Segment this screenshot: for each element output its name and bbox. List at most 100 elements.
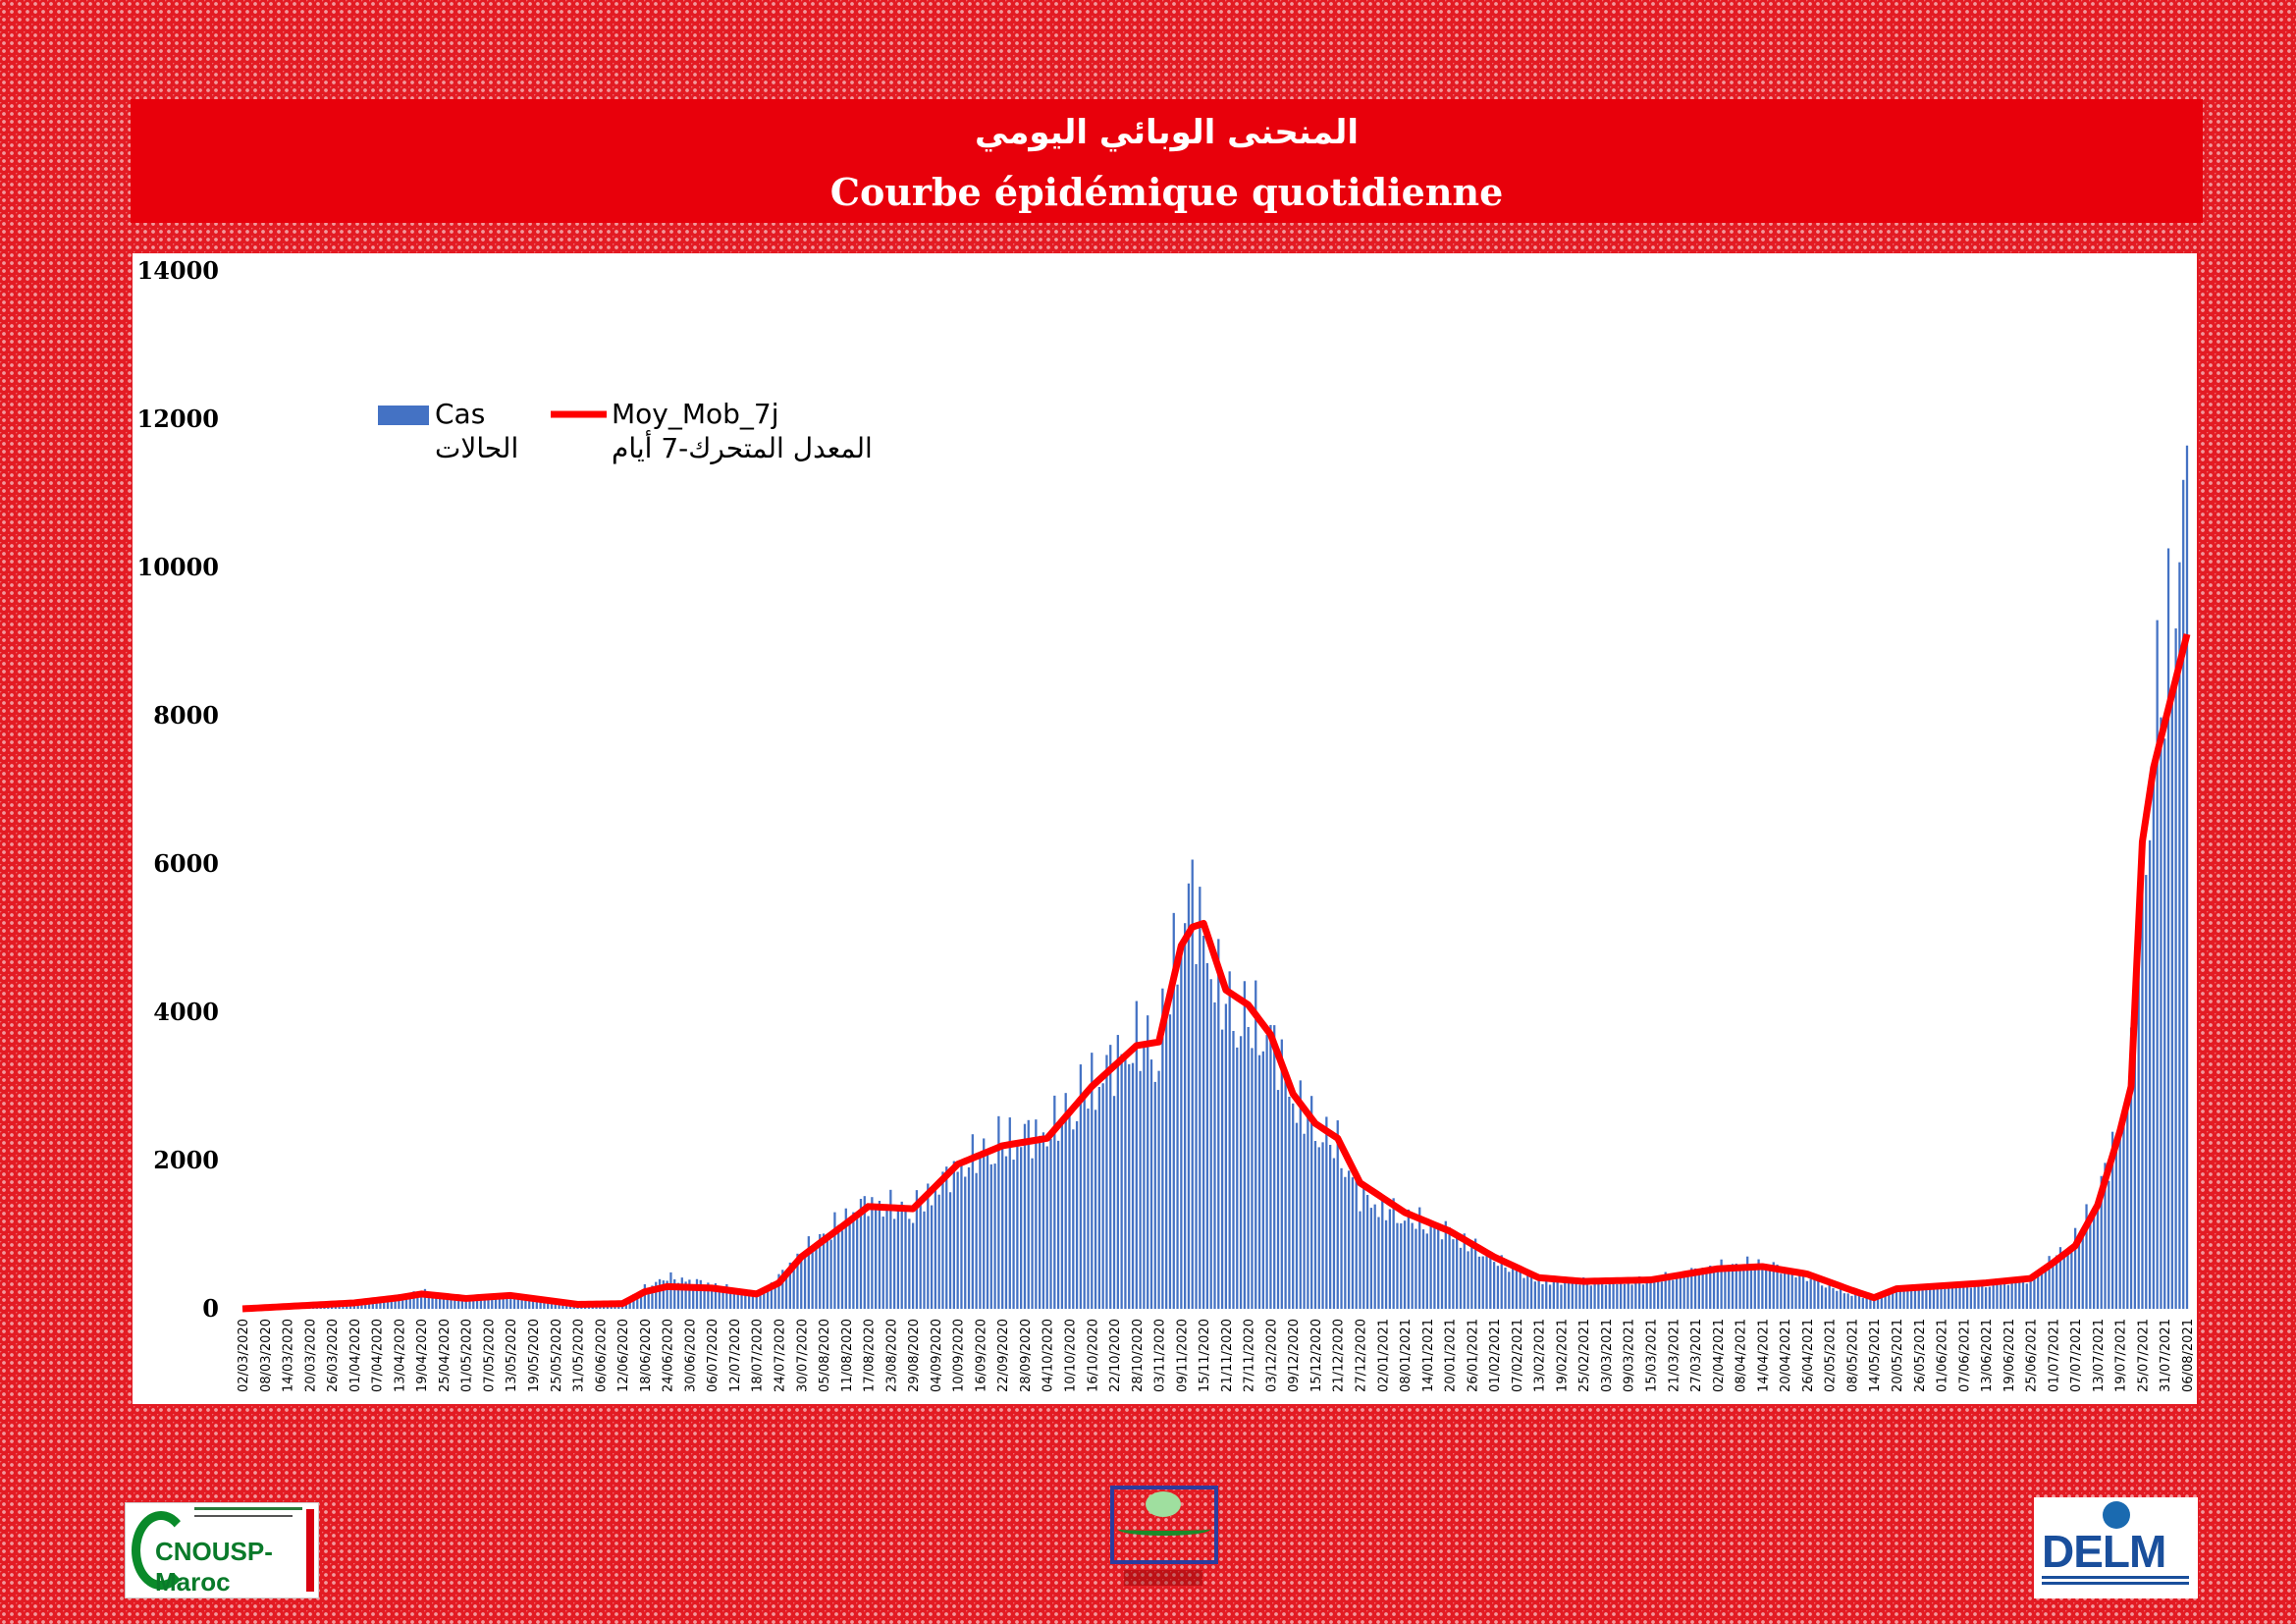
case-bar (1292, 1103, 1295, 1309)
case-bar (1705, 1272, 1708, 1309)
case-bar (1645, 1281, 1648, 1309)
case-bar (1500, 1255, 1503, 1309)
case-bar (547, 1301, 550, 1309)
x-tick-label: 10/09/2020 (952, 1319, 967, 1392)
case-bar (1861, 1298, 1864, 1309)
case-bar (2160, 717, 2163, 1309)
case-bar (1578, 1284, 1581, 1309)
case-bar (1083, 1095, 1086, 1309)
case-bar (1716, 1267, 1719, 1309)
case-bar (2104, 1163, 2107, 1309)
case-bar (364, 1301, 367, 1309)
case-bar (666, 1280, 668, 1309)
case-bar (1735, 1263, 1737, 1309)
case-bar (416, 1292, 419, 1309)
case-bar (1776, 1264, 1779, 1309)
case-bar (1415, 1228, 1417, 1309)
case-bar (1794, 1276, 1797, 1309)
case-bar (1865, 1296, 1868, 1309)
case-bar (2085, 1204, 2088, 1309)
case-bar (1392, 1198, 1395, 1309)
y-tick-label: 14000 (137, 256, 220, 285)
x-tick-label: 14/05/2021 (1868, 1319, 1883, 1392)
case-bar (1988, 1286, 1992, 1309)
case-bar (658, 1278, 662, 1309)
case-bar (1720, 1259, 1723, 1309)
case-bar (423, 1288, 427, 1309)
case-bar (822, 1233, 826, 1309)
case-bar (442, 1293, 446, 1309)
case-bar (680, 1277, 683, 1309)
case-bar (718, 1288, 721, 1309)
x-tick-label: 31/07/2021 (2159, 1319, 2173, 1392)
case-bar (2145, 875, 2148, 1309)
case-bar (1765, 1264, 1768, 1309)
case-bar (2052, 1265, 2055, 1309)
case-bar (2170, 694, 2173, 1309)
case-bar (1477, 1256, 1481, 1309)
x-tick-label: 22/09/2020 (996, 1319, 1011, 1392)
case-bar (1373, 1204, 1376, 1309)
case-bar (1172, 912, 1175, 1309)
case-bar (1612, 1279, 1615, 1309)
case-bar (911, 1222, 915, 1309)
case-bar (1139, 1070, 1142, 1309)
case-bar (2044, 1268, 2047, 1309)
case-bar (1604, 1284, 1608, 1309)
case-bar (379, 1298, 382, 1309)
case-bar (1041, 1132, 1045, 1309)
y-tick-label: 4000 (153, 998, 219, 1026)
case-bar (1463, 1233, 1466, 1309)
case-bar (1682, 1272, 1685, 1309)
case-bar (1168, 1014, 1172, 1309)
case-bar (2058, 1247, 2062, 1309)
case-bar (1519, 1270, 1522, 1309)
case-bar (1836, 1290, 1839, 1309)
case-bar (460, 1297, 464, 1309)
case-bar (699, 1279, 702, 1309)
case-bar (2025, 1283, 2028, 1309)
case-bar (1839, 1288, 1842, 1309)
case-bar (1805, 1280, 1809, 1309)
case-bar (871, 1197, 874, 1309)
case-bar (908, 1218, 911, 1309)
x-tick-label: 07/04/2020 (371, 1319, 386, 1392)
case-bar (479, 1295, 483, 1309)
case-bar (1425, 1233, 1428, 1309)
case-bar (1313, 1141, 1317, 1309)
y-tick-label: 0 (202, 1294, 219, 1323)
case-bar (1850, 1295, 1853, 1309)
x-tick-label: 01/05/2020 (460, 1319, 475, 1392)
case-bar (2156, 620, 2159, 1309)
x-tick-label: 14/03/2020 (282, 1319, 296, 1392)
case-bar (2074, 1227, 2077, 1309)
case-bar (1984, 1287, 1988, 1309)
x-tick-label: 11/08/2020 (840, 1319, 855, 1392)
case-bar (2037, 1272, 2040, 1309)
delm-logo-text: DELM (2042, 1526, 2166, 1577)
case-bar (826, 1237, 828, 1309)
case-bar (1381, 1194, 1384, 1309)
case-bar (1749, 1266, 1753, 1309)
case-bar (1641, 1284, 1645, 1309)
x-tick-label: 29/08/2020 (907, 1319, 922, 1392)
case-bar (506, 1292, 508, 1309)
case-bar (1888, 1294, 1891, 1309)
case-bar (1627, 1278, 1629, 1309)
x-tick-label: 02/05/2021 (1824, 1319, 1839, 1392)
chart-header: المنحنى الوبائي اليومي Courbe épidémique… (131, 99, 2203, 223)
case-bar (2185, 445, 2189, 1309)
case-bar (1384, 1219, 1388, 1309)
case-bar (1329, 1145, 1332, 1309)
case-bar (1936, 1284, 1939, 1309)
case-bar (435, 1293, 438, 1309)
x-tick-label: 19/05/2020 (527, 1319, 542, 1392)
case-bar (1303, 1133, 1306, 1309)
case-bar (945, 1166, 948, 1309)
case-bar (1973, 1284, 1976, 1309)
case-bar (1232, 1030, 1235, 1309)
case-bar (1355, 1179, 1358, 1309)
case-bar (763, 1287, 766, 1309)
x-tick-label: 15/11/2020 (1198, 1319, 1212, 1392)
case-bar (1787, 1273, 1790, 1309)
